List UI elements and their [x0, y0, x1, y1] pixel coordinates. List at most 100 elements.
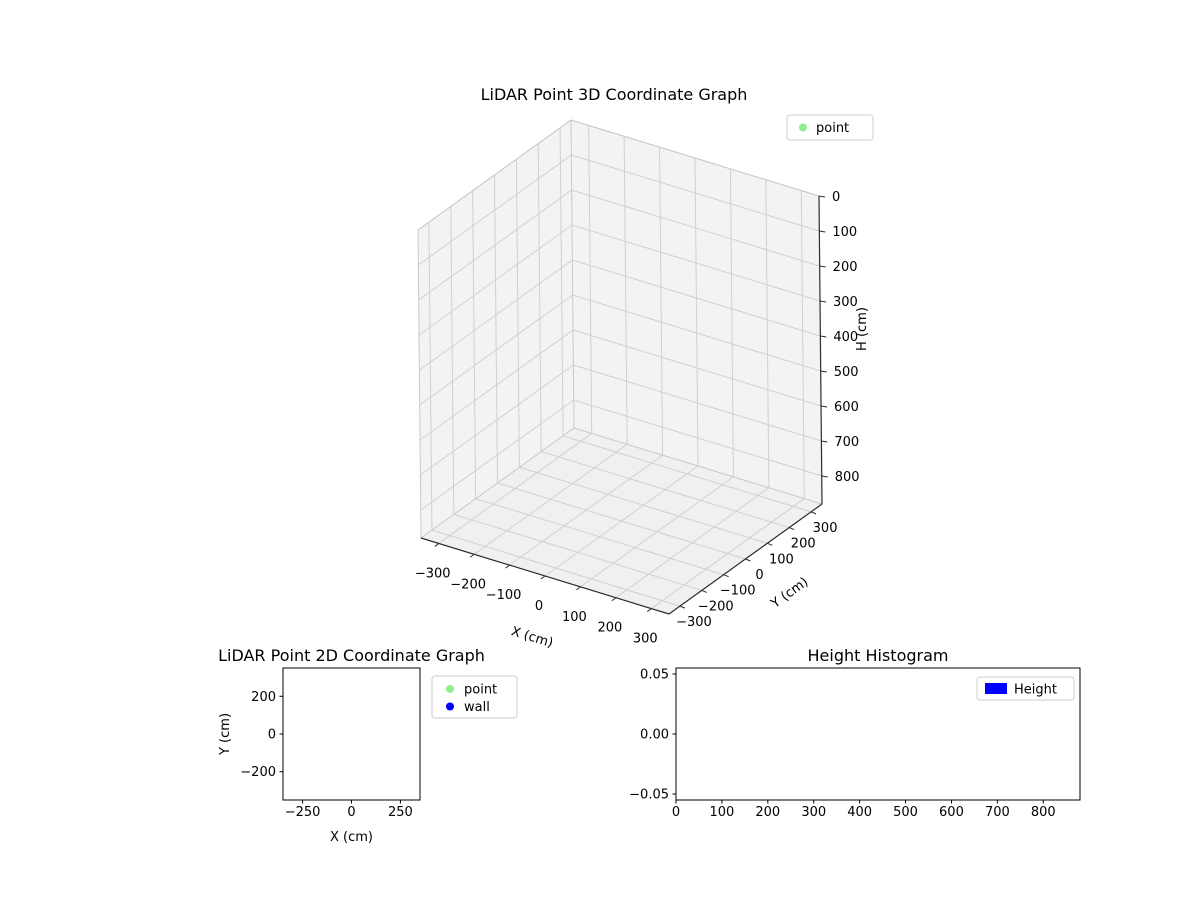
- y-tick-label: −200: [240, 765, 276, 780]
- x-grid-line-floor: [580, 476, 734, 588]
- x-grid-line-wall: [623, 136, 628, 445]
- z-tick-label: 300: [833, 295, 858, 310]
- x-grid-line-wall: [800, 190, 805, 499]
- y-tick: [701, 589, 707, 593]
- histogram-plot: 0 100 200 300 400 500 600 700 800 −0.05 0.00 0.05 He…: [629, 646, 1081, 820]
- edge: [417, 229, 422, 539]
- legend-label-height: Height: [1014, 683, 1057, 698]
- z-tick: [819, 265, 826, 268]
- z-tick: [820, 335, 827, 338]
- y-tick-label: 300: [813, 521, 838, 536]
- x-tick-label: 500: [893, 805, 918, 820]
- z-tick-label: 400: [833, 330, 858, 345]
- z-tick: [821, 440, 828, 443]
- y-tick-label: 0: [755, 568, 763, 583]
- x-grid-line-floor: [544, 465, 699, 577]
- x-tick-label: 100: [709, 805, 734, 820]
- x-tick-label: 300: [633, 632, 658, 647]
- x-tick-label: 0: [347, 805, 355, 820]
- x-tick: [576, 586, 581, 591]
- y-tick-label: −200: [698, 599, 734, 614]
- x-tick: [434, 543, 440, 547]
- y-grid-line-wall: [428, 222, 433, 531]
- x-grid-line-floor: [509, 454, 663, 566]
- x-grid-line-wall: [659, 147, 664, 456]
- y-tick-label: −100: [720, 584, 756, 599]
- y-tick: [723, 574, 729, 578]
- x-tick: [646, 608, 652, 612]
- z-tick-label: 500: [834, 365, 859, 380]
- x-tick: [540, 575, 546, 580]
- x-grid-line-floor: [473, 443, 628, 555]
- x-tick-label: 0: [672, 805, 680, 820]
- plot2d-title: LiDAR Point 2D Coordinate Graph: [218, 646, 485, 665]
- y-tick-label: 0.00: [640, 728, 669, 743]
- y-tick-label: 100: [769, 552, 794, 567]
- legend-label-point: point: [816, 121, 849, 136]
- y-tick: [745, 558, 751, 562]
- legend-histogram: Height: [976, 676, 1075, 701]
- axes-frame: [282, 667, 421, 801]
- legend-box: [786, 114, 874, 141]
- y-tick-label: −0.05: [629, 788, 669, 803]
- y-grid-line-wall: [494, 174, 498, 484]
- y-tick-label: −300: [676, 615, 712, 630]
- z-axis-line: [818, 195, 823, 505]
- x-grid-line-floor: [438, 433, 593, 544]
- edge-floor-back-left: [420, 427, 575, 539]
- edge: [570, 119, 820, 197]
- x-axis-label: X (cm): [509, 624, 555, 651]
- x-tick-label: 600: [939, 805, 964, 820]
- legend-marker-wall: [446, 702, 454, 711]
- x-tick-label: −100: [486, 588, 522, 603]
- y-tick-label: 200: [251, 690, 276, 705]
- x-grid-line-wall: [765, 179, 770, 488]
- legend-label-point: point: [464, 683, 497, 698]
- z-tick-label: 700: [834, 435, 859, 450]
- legend-3d: point: [786, 114, 874, 141]
- y-tick-label: 0.05: [640, 668, 669, 683]
- y-grid-line-wall: [515, 159, 520, 468]
- y-grid-line-wall: [450, 206, 455, 515]
- 3d-plot: −300−200−1000100200300−300−200−100010020…: [415, 85, 874, 651]
- y-grid-line-wall: [537, 143, 542, 452]
- legend-marker-point: [446, 685, 454, 693]
- y-tick: [767, 542, 773, 546]
- x-grid-line-wall: [588, 125, 593, 434]
- z-tick-label: 200: [833, 260, 858, 275]
- histogram-title: Height Histogram: [808, 646, 949, 665]
- x-tick-label: 0: [535, 599, 543, 614]
- y-grid-line-wall: [559, 127, 564, 436]
- z-tick: [819, 230, 826, 233]
- x-tick-label: 400: [847, 805, 872, 820]
- x-tick-label: 700: [985, 805, 1010, 820]
- 2d-plot: −250 0 250 −200 0 200 LiDAR Point 2D Coordinat…: [218, 646, 518, 845]
- z-tick-label: 0: [832, 190, 840, 205]
- edge-interior: [570, 119, 575, 429]
- y-tick: [789, 527, 795, 531]
- z-tick-label: 600: [834, 400, 859, 415]
- x-tick-label: −250: [285, 805, 321, 820]
- x-tick-label: −200: [450, 577, 486, 592]
- y-tick: [679, 605, 686, 609]
- z-tick: [819, 300, 827, 303]
- x-tick: [611, 597, 617, 602]
- plot3d-title: LiDAR Point 3D Coordinate Graph: [481, 85, 748, 104]
- x-tick-label: 200: [755, 805, 780, 820]
- x-grid-line-floor: [615, 487, 770, 599]
- edge-floor-back-right: [573, 427, 823, 505]
- x-tick-label: 100: [562, 610, 587, 625]
- x-tick-label: −300: [415, 566, 451, 581]
- legend-box: [976, 676, 1075, 701]
- x-grid-line-wall: [729, 168, 734, 477]
- x-tick-label: 300: [801, 805, 826, 820]
- x-tick-label: 200: [597, 621, 622, 636]
- y-axis-label: Y (cm): [218, 713, 233, 756]
- z-tick: [820, 370, 827, 373]
- z-axis-label: H (cm): [855, 307, 870, 351]
- x-tick: [505, 564, 510, 569]
- x-grid-line-floor: [650, 498, 805, 609]
- legend-2d: point wall: [431, 675, 518, 719]
